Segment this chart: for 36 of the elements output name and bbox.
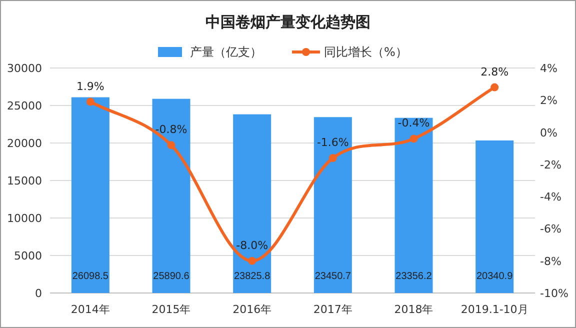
x-tick-label: 2019.1-10月: [460, 303, 528, 316]
data-label: 20340.9: [476, 271, 514, 282]
data-label: -8.0%: [236, 238, 268, 252]
data-label: 2.8%: [480, 65, 509, 78]
data-label: -0.4%: [398, 116, 430, 130]
y2-tick-label: -8%: [540, 254, 562, 268]
y-tick-label: 10000: [7, 212, 42, 225]
data-label: -0.8%: [155, 123, 188, 136]
x-tick-label: 2017年: [313, 303, 352, 316]
y2-tick-label: 4%: [540, 62, 558, 75]
y-tick-label: 5000: [14, 250, 42, 262]
x-tick-label: 2016年: [232, 303, 272, 316]
data-label: 23356.2: [396, 271, 432, 282]
x-tick-label: 2018年: [394, 303, 434, 316]
data-label: 1.9%: [76, 80, 104, 93]
y2-tick-label: -6%: [540, 222, 562, 236]
y2-tick-label: -2%: [540, 158, 562, 172]
legend-label: 产量（亿支）: [190, 45, 262, 59]
y-tick-label: 30000: [7, 62, 42, 75]
y-tick-label: 0: [35, 287, 42, 300]
data-label: -1.6%: [316, 136, 349, 149]
y2-tick-label: 0%: [540, 126, 558, 140]
chart-title: 中国卷烟产量变化趋势图: [206, 13, 370, 31]
y2-tick-label: 2%: [540, 94, 558, 108]
data-label: 25890.6: [153, 271, 190, 282]
y2-tick-label: -4%: [540, 190, 562, 204]
x-tick-label: 2015年: [152, 303, 191, 316]
data-label: 23825.8: [234, 271, 271, 282]
data-label: 23450.7: [314, 271, 352, 282]
y-tick-label: 15000: [7, 174, 42, 188]
y2-tick-label: -10%: [540, 287, 568, 300]
legend-label: 同比增长（%）: [324, 45, 408, 59]
data-label: 26098.5: [72, 271, 109, 282]
y-tick-label: 20000: [7, 137, 42, 150]
x-tick-label: 2014年: [70, 303, 110, 316]
y-tick-label: 25000: [7, 100, 42, 112]
